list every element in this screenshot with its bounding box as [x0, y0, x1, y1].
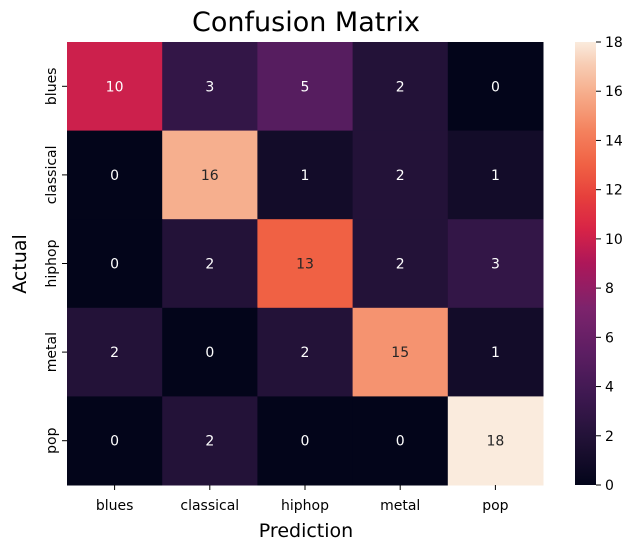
heatmap-cells: 10 3 5 2 00 16 1 2 10 2 13 2 32 0 2 15 10 2 0 0 18 — [67, 42, 544, 486]
cell-value-label: 15 — [391, 345, 409, 361]
colorbar-tick-label: 16 — [605, 84, 623, 100]
heatmap-cell-blues-blues — [67, 42, 163, 132]
heatmap-cell-metal-classical — [162, 307, 258, 397]
heatmap-cell-metal-hiphop — [257, 307, 354, 397]
cell-value-label: 10 — [106, 79, 124, 95]
colorbar-tick-label: 8 — [605, 281, 614, 297]
heatmap-cell-classical-classical — [162, 130, 258, 220]
colorbar-tick-label: 14 — [605, 133, 623, 149]
colorbar-tick-label: 2 — [605, 429, 614, 445]
cell-value-label: 0 — [110, 434, 119, 450]
heatmap-cell-metal-metal — [352, 307, 449, 397]
cell-value-label: 1 — [301, 168, 310, 184]
cell-value-label: 3 — [491, 257, 500, 273]
cell-value-label: 13 — [296, 257, 314, 273]
cell-value-label: 16 — [201, 168, 219, 184]
y-tick-label-pop: pop — [44, 427, 60, 453]
heatmap-cell-hiphop-hiphop — [257, 219, 354, 309]
colorbar-tick-label: 10 — [605, 232, 623, 248]
heatmap-cell-pop-pop — [447, 396, 544, 486]
heatmap-cell-classical-hiphop — [257, 130, 354, 220]
heatmap-cell-metal-pop — [447, 307, 544, 397]
colorbar-tick-label: 0 — [605, 478, 614, 494]
heatmap-cell-pop-hiphop — [257, 396, 354, 486]
x-tick-label-metal: metal — [380, 498, 420, 514]
colorbar-tick-label: 12 — [605, 183, 623, 199]
cell-value-label: 2 — [396, 168, 405, 184]
cell-value-label: 18 — [486, 434, 504, 450]
cell-value-label: 0 — [396, 434, 405, 450]
colorbar-tick-label: 18 — [605, 35, 623, 51]
heatmap-cell-hiphop-pop — [447, 219, 544, 309]
colorbar: 0 2 4 6 8 10 12 14 16 18 — [575, 35, 623, 494]
cell-value-label: 5 — [301, 79, 310, 95]
y-tick-label-hiphop: hiphop — [44, 239, 60, 287]
cell-value-label: 0 — [205, 345, 214, 361]
cell-value-label: 2 — [396, 257, 405, 273]
heatmap-cell-hiphop-blues — [67, 219, 163, 309]
heatmap-cell-blues-metal — [352, 42, 449, 132]
cell-value-label: 2 — [205, 434, 214, 450]
heatmap-cell-classical-pop — [447, 130, 544, 220]
cell-value-label: 1 — [491, 345, 500, 361]
heatmap-cell-pop-blues — [67, 396, 163, 486]
cell-value-label: 0 — [110, 257, 119, 273]
colorbar-ticks: 0 2 4 6 8 10 12 14 16 18 — [596, 35, 623, 494]
cell-value-label: 1 — [491, 168, 500, 184]
y-tick-label-blues: blues — [44, 68, 60, 106]
colorbar-tick-label: 6 — [605, 330, 614, 346]
cell-value-label: 0 — [491, 79, 500, 95]
heatmap-cell-metal-blues — [67, 307, 163, 397]
heatmap-cell-hiphop-metal — [352, 219, 449, 309]
heatmap-cell-classical-metal — [352, 130, 449, 220]
cell-value-label: 0 — [110, 168, 119, 184]
colorbar-gradient — [575, 42, 596, 485]
x-axis-ticks: blues classical hiphop metal pop — [96, 485, 509, 514]
x-tick-label-hiphop: hiphop — [281, 498, 329, 514]
y-tick-label-classical: classical — [44, 145, 60, 204]
heatmap-cell-pop-metal — [352, 396, 449, 486]
cell-value-label: 0 — [301, 434, 310, 450]
cell-value-label: 3 — [205, 79, 214, 95]
heatmap-cell-pop-classical — [162, 396, 258, 486]
x-axis-title: Prediction — [259, 520, 353, 542]
y-tick-label-metal: metal — [44, 332, 60, 372]
x-tick-label-pop: pop — [482, 498, 508, 514]
x-tick-label-classical: classical — [180, 498, 239, 514]
chart-title: Confusion Matrix — [192, 7, 420, 38]
heatmap-cell-hiphop-classical — [162, 219, 258, 309]
heatmap-cell-classical-blues — [67, 130, 163, 220]
heatmap-cell-blues-hiphop — [257, 42, 354, 132]
heatmap-cell-blues-pop — [447, 42, 544, 132]
colorbar-tick-label: 4 — [605, 380, 614, 396]
heatmap-cell-blues-classical — [162, 42, 258, 132]
cell-value-label: 2 — [396, 79, 405, 95]
x-tick-label-blues: blues — [96, 498, 134, 514]
y-axis-title: Actual — [9, 234, 31, 294]
cell-value-label: 2 — [205, 257, 214, 273]
cell-value-label: 2 — [301, 345, 310, 361]
cell-value-label: 2 — [110, 345, 119, 361]
y-axis-ticks: blues classical hiphop metal pop — [44, 68, 67, 454]
